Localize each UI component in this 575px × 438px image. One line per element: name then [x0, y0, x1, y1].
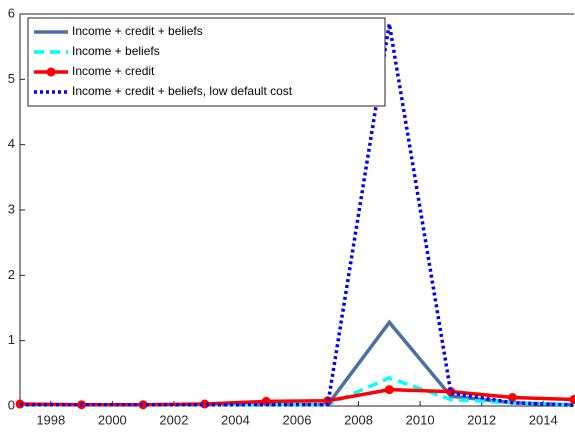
- x-tick-label: 2004: [221, 412, 250, 427]
- x-tick-label: 2010: [406, 412, 435, 427]
- y-tick-label: 5: [8, 71, 15, 86]
- y-tick-label: 6: [8, 5, 15, 20]
- x-tick-label: 2000: [98, 412, 127, 427]
- legend-label: Income + credit + beliefs, low default c…: [72, 84, 293, 98]
- y-tick-label: 1: [8, 332, 15, 347]
- point-marker: [508, 393, 517, 402]
- x-tick-label: 2012: [467, 412, 496, 427]
- point-marker: [385, 385, 394, 394]
- legend-label: Income + credit + beliefs: [72, 24, 203, 38]
- legend-marker: [47, 68, 56, 77]
- x-tick-label: 2002: [159, 412, 188, 427]
- y-tick-label: 2: [8, 267, 15, 282]
- legend-label: Income + credit: [72, 64, 155, 78]
- y-tick-label: 4: [8, 136, 15, 151]
- y-tick-label: 3: [8, 201, 15, 216]
- legend-label: Income + beliefs: [72, 44, 160, 58]
- x-tick-label: 2008: [344, 412, 373, 427]
- x-tick-label: 2006: [283, 412, 312, 427]
- series-line: [20, 322, 574, 404]
- x-tick-label: 2014: [529, 412, 558, 427]
- y-tick-label: 0: [8, 397, 15, 412]
- point-marker: [570, 395, 575, 404]
- legend: Income + credit + beliefs Income + belief…: [28, 18, 385, 106]
- x-tick-label: 1998: [36, 412, 65, 427]
